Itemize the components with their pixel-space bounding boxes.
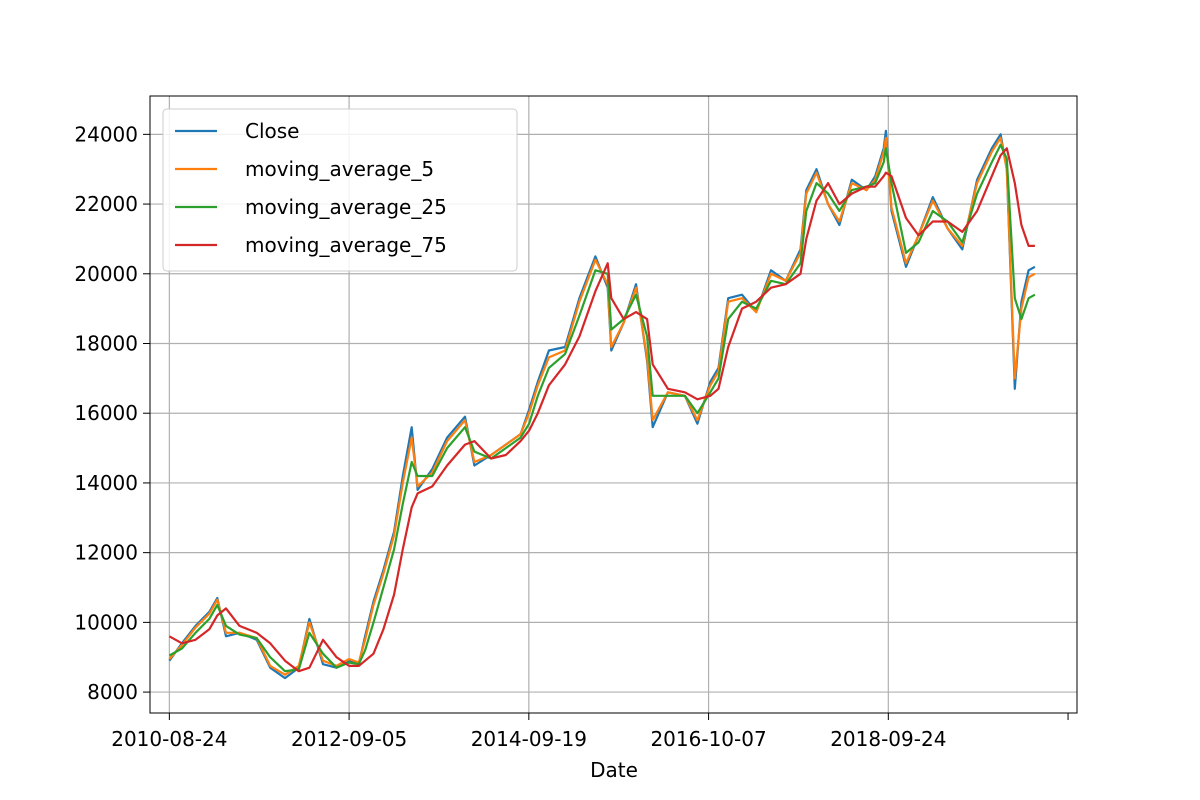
series-line-moving-average-75 xyxy=(168,147,1035,673)
y-tick-label: 14000 xyxy=(74,471,138,495)
series-line-moving-average-25 xyxy=(168,143,1036,673)
series-lines xyxy=(168,129,1036,680)
y-axis-ticks: 8000 10000 12000 14000 16000 18000 20000 22000 2… xyxy=(74,122,150,704)
series-line-moving-average-5 xyxy=(168,136,1036,676)
legend-label: moving_average_25 xyxy=(245,195,447,219)
x-tick-label: 2010-08-24 xyxy=(111,727,227,751)
legend-label: moving_average_75 xyxy=(245,233,447,257)
y-tick-label: 24000 xyxy=(74,122,138,146)
legend-label: moving_average_5 xyxy=(245,157,434,181)
plot-frame xyxy=(149,95,1078,714)
x-axis-ticks: 2010-08-24 2012-09-05 2014-09-19 2016-10-07… xyxy=(111,713,1069,751)
legend-label: Close xyxy=(245,119,299,143)
y-tick-label: 20000 xyxy=(74,262,138,286)
x-tick-label: 2014-09-19 xyxy=(471,727,587,751)
y-tick-label: 22000 xyxy=(74,192,138,216)
y-tick-label: 8000 xyxy=(87,680,138,704)
legend: Close moving_average_5 moving_average_25mo… xyxy=(162,108,518,272)
x-tick-label: 2012-09-05 xyxy=(291,727,407,751)
legend-box xyxy=(162,108,518,272)
y-tick-label: 16000 xyxy=(74,401,138,425)
y-tick-label: 10000 xyxy=(74,610,138,634)
x-tick-label: 2018-09-24 xyxy=(830,727,946,751)
x-axis-title: Date xyxy=(590,758,638,782)
y-tick-label: 18000 xyxy=(74,331,138,355)
y-tick-label: 12000 xyxy=(74,541,138,565)
x-tick-label: 2016-10-07 xyxy=(650,727,766,751)
